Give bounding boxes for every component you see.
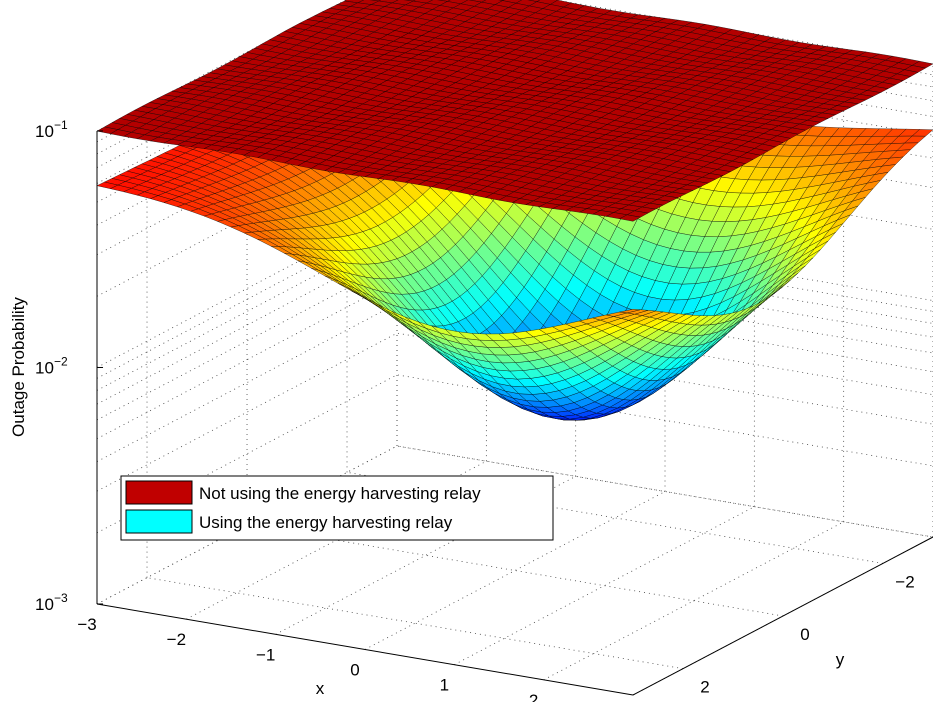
y-tick-label: −2: [895, 572, 914, 591]
z-tick-label: 10−1: [35, 118, 68, 141]
z-axis-label: Outage Probability: [9, 297, 28, 437]
legend-swatch-using: [125, 509, 193, 534]
x-axis-label: x: [316, 679, 325, 698]
grid-lines: [96, 0, 933, 696]
axes: [96, 131, 933, 696]
z-tick-exponent: −3: [54, 591, 68, 605]
series-not-using-relay-surface: [96, 0, 933, 222]
x-tick-label: −1: [256, 645, 275, 664]
x-tick-label: −2: [167, 630, 186, 649]
surface-cell-using-relay: [619, 309, 641, 314]
surface-cell-not-using-relay: [619, 214, 642, 222]
grid-line: [146, 577, 684, 670]
x-tick-label: 2: [529, 691, 538, 702]
grid-line: [396, 445, 933, 538]
x-tick-label: 1: [440, 676, 449, 695]
x-axis-line: [96, 603, 634, 696]
legend-label-not-using: Not using the energy harvesting relay: [199, 484, 481, 503]
z-tick-label: 10−2: [35, 354, 68, 377]
x-tick-label: 0: [350, 660, 359, 679]
z-tick-exponent: −2: [54, 354, 68, 368]
y-tick-label: 0: [800, 625, 809, 644]
y-axis-line: [632, 536, 933, 696]
grid-line: [246, 524, 784, 617]
y-axis-label: y: [836, 650, 845, 669]
legend-label-using: Using the energy harvesting relay: [199, 513, 453, 532]
legend-swatch-not-using: [125, 480, 193, 505]
x-tick-label: −3: [77, 615, 96, 634]
z-tick-exponent: −1: [54, 118, 68, 132]
y-tick-label: 2: [700, 678, 709, 697]
z-tick-label: 10−3: [35, 591, 68, 614]
legend: Not using the energy harvesting relay Us…: [120, 475, 554, 541]
grid-line: [346, 471, 884, 564]
legend-box: [120, 475, 554, 541]
